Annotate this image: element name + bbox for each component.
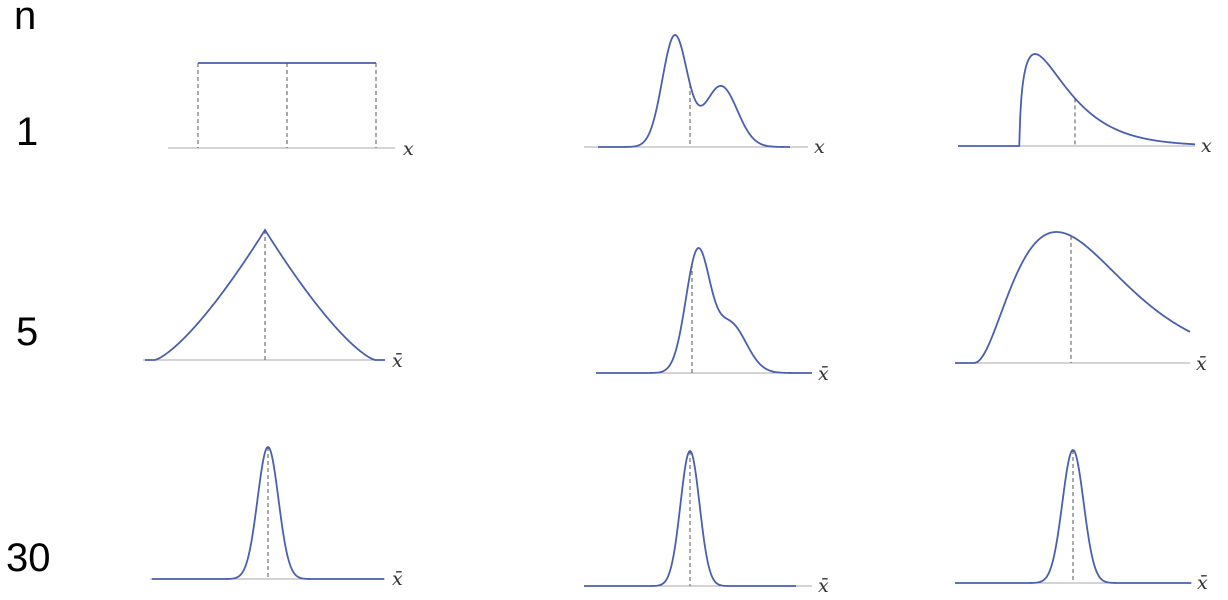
axis-label-r2c1: x̄ <box>392 350 403 372</box>
axis-label-r1c1: x <box>403 138 414 160</box>
axis-label-r3c3: x̄ <box>1197 572 1208 594</box>
axis-label-r3c1: x̄ <box>392 568 403 590</box>
axis-label-r2c2: x̄ <box>818 363 829 385</box>
density-curve-r2c3 <box>955 231 1191 364</box>
row-label-n1: 1 <box>16 110 39 154</box>
axis-label-r2c3: x̄ <box>1196 353 1207 375</box>
n-header-label: n <box>14 0 37 38</box>
axis-label-r3c2: x̄ <box>818 575 829 597</box>
row-label-n30: 30 <box>6 536 51 580</box>
axis-label-r1c3: x <box>1201 135 1212 157</box>
density-curve-r2c2 <box>596 247 812 374</box>
density-curve-r1c2 <box>598 34 790 148</box>
axis-label-r1c2: x <box>814 136 825 158</box>
density-curve-r1c3 <box>958 53 1196 147</box>
row-label-n5: 5 <box>16 310 39 354</box>
